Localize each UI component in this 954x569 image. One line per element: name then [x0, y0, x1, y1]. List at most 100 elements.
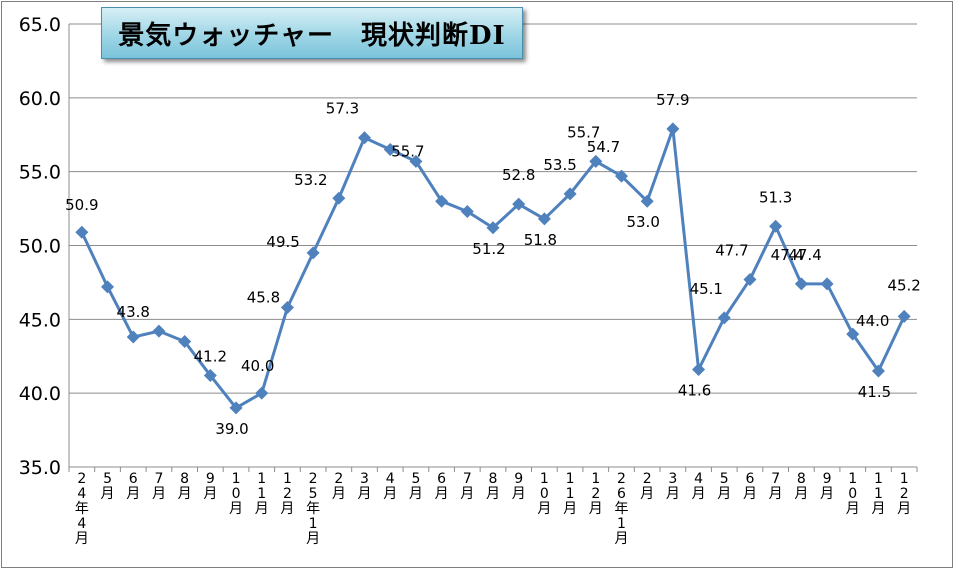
data-labels: 50.9 43.8 41.2 39.0 40.0 45.8 49.5 53.2 57.3 55.7…: [65, 91, 921, 438]
data-point-marker: [409, 154, 423, 168]
series-polyline: [80, 127, 906, 410]
data-label: 45.8: [247, 289, 280, 307]
y-tick-label: 65.0: [19, 14, 61, 36]
y-tick-label: 50.0: [19, 236, 61, 258]
data-label: 52.8: [502, 166, 535, 184]
y-tick-label: 35.0: [19, 457, 61, 479]
x-axis-tick-labels: 2 4 年 4 月 5 月 6 月 7 月 8 月 9 月 1 0 月 1 1 月 1 2 月 2 5 年 1 月 2 月 3 月 4 月 5 月 6 月 7…: [75, 471, 911, 547]
data-label: 47.7: [715, 241, 748, 259]
data-point-marker: [178, 334, 192, 348]
data-point-marker: [717, 311, 731, 325]
data-label: 47.4: [771, 246, 804, 264]
data-label: 40.0: [241, 357, 274, 375]
data-label: 50.9: [65, 196, 98, 214]
data-label: 57.9: [656, 91, 689, 109]
axes: [68, 24, 918, 472]
chart-title: 景気ウォッチャー 現状判断DI: [118, 20, 506, 51]
data-point-marker: [101, 280, 115, 294]
data-point-marker: [743, 272, 757, 286]
data-label: 45.2: [887, 276, 920, 294]
data-point-marker: [640, 194, 654, 208]
data-point-marker: [126, 330, 140, 344]
data-point-marker: [460, 205, 474, 219]
y-axis-tick-labels: 35.0 40.0 45.0 50.0 55.0 60.0 65.0: [19, 14, 61, 479]
data-point-marker: [871, 364, 885, 378]
data-point-marker: [383, 143, 397, 157]
chart-title-box: 景気ウォッチャー 現状判断DI: [101, 7, 523, 59]
data-label: 39.0: [215, 420, 248, 438]
data-label: 41.6: [678, 382, 711, 400]
data-point-marker: [152, 324, 166, 338]
data-label: 47.4: [788, 246, 821, 264]
data-point-marker: [332, 191, 346, 205]
y-tick-label: 55.0: [19, 162, 61, 184]
data-label: 51.3: [759, 188, 792, 206]
y-tick-label: 60.0: [19, 88, 61, 110]
data-point-marker: [537, 212, 551, 226]
y-tick-label: 45.0: [19, 309, 61, 331]
data-point-marker: [666, 122, 680, 136]
data-point-marker: [255, 386, 269, 400]
data-label: 41.5: [858, 383, 891, 401]
data-label: 49.5: [266, 233, 299, 251]
data-point-marker: [692, 363, 706, 377]
data-point-marker: [512, 197, 526, 211]
data-label: 51.2: [472, 240, 505, 258]
data-point-marker: [769, 219, 783, 233]
data-point-marker: [229, 401, 243, 415]
data-point-marker: [203, 368, 217, 382]
data-point-marker: [589, 154, 603, 168]
data-label: 53.2: [294, 171, 327, 189]
data-point-marker: [563, 187, 577, 201]
data-label: 43.8: [117, 303, 150, 321]
data-label: 41.2: [194, 347, 227, 365]
data-label: 55.7: [567, 123, 600, 141]
data-point-marker: [358, 131, 372, 145]
series-line: [80, 127, 906, 410]
data-label: 54.7: [587, 138, 620, 156]
data-point-marker: [897, 309, 911, 323]
data-label: 53.0: [626, 213, 659, 231]
data-point-marker: [75, 225, 89, 239]
data-point-marker: [280, 301, 294, 315]
data-label: 55.7: [391, 142, 424, 160]
data-point-marker: [614, 169, 628, 183]
gridlines: [69, 23, 917, 394]
y-tick-label: 40.0: [19, 383, 61, 405]
data-label: 57.3: [326, 100, 359, 118]
data-point-marker: [435, 194, 449, 208]
data-label: 45.1: [690, 280, 723, 298]
